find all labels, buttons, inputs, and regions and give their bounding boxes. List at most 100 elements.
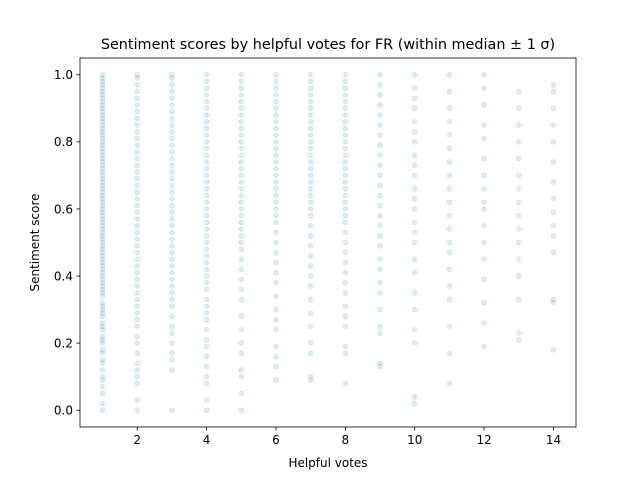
data-point [169,283,175,289]
data-point [99,169,106,175]
data-point [446,159,453,165]
data-point [342,206,349,212]
data-point [307,118,314,125]
data-point [481,135,487,142]
data-point [99,88,106,95]
data-point [203,192,210,199]
data-point [99,85,106,91]
data-point [273,179,279,185]
data-point [169,169,175,175]
data-point [342,219,349,226]
data-point [273,363,279,370]
data-point [307,310,314,316]
data-point [515,256,522,263]
data-point [134,263,141,269]
data-point [238,256,245,263]
data-point [134,316,141,323]
data-point [134,229,141,236]
data-point [134,333,141,340]
data-point [411,394,418,400]
data-point [169,102,175,108]
data-point [134,283,141,289]
data-point [238,232,245,239]
data-point [307,159,314,165]
data-point [203,353,210,360]
data-point [238,206,245,212]
x-tick-label: 6 [272,433,280,447]
data-point [307,283,314,289]
data-point [377,360,383,367]
data-point [203,71,210,78]
data-point [99,199,106,206]
data-point [238,98,245,105]
data-point [515,139,522,145]
data-point [342,118,349,125]
data-point [307,263,314,269]
data-point [238,350,245,357]
data-point [481,222,487,229]
data-point [481,186,487,192]
data-point [99,273,106,279]
data-point [99,122,106,128]
data-point [134,350,141,357]
data-point [515,212,522,219]
data-point [273,279,279,286]
data-point [169,367,175,373]
data-point [411,269,418,276]
data-point [169,290,175,296]
data-point [550,122,557,128]
data-point [550,179,557,185]
data-point [99,212,106,219]
data-point [307,296,314,303]
data-point [273,249,279,256]
data-point [203,78,210,85]
data-point [377,122,383,128]
data-point [203,259,210,266]
data-point [307,139,314,145]
data-point [203,165,210,172]
data-point [169,189,175,195]
data-point [203,85,210,91]
data-point [99,82,106,88]
data-point [307,212,314,219]
data-point [273,112,279,118]
x-tick-label: 10 [407,433,422,447]
data-point [377,232,383,239]
data-point [99,159,106,165]
data-point [238,340,245,346]
data-point [99,286,106,293]
data-point [134,182,141,189]
data-point [446,71,453,78]
data-point [411,129,418,135]
data-point [99,149,106,155]
data-point [411,239,418,246]
data-point [377,82,383,88]
data-point [169,407,175,414]
data-point [446,212,453,219]
data-point [342,105,349,112]
data-point [203,139,210,145]
data-point [342,139,349,145]
data-point [273,186,279,192]
data-point [481,276,487,283]
data-point [169,313,175,320]
data-point [342,71,349,78]
data-point [203,407,210,414]
data-point [446,239,453,246]
data-point [238,296,245,303]
data-point [273,293,279,299]
data-point [446,105,453,112]
data-point [411,118,418,125]
data-point [134,88,141,95]
data-point [134,216,141,222]
data-point [377,363,383,370]
data-point [342,259,349,266]
data-point [342,269,349,276]
data-point [377,142,383,149]
data-point [99,336,106,343]
data-point [273,125,279,132]
data-point [169,129,175,135]
data-point [446,350,453,357]
data-point [99,71,106,78]
data-point [273,229,279,236]
